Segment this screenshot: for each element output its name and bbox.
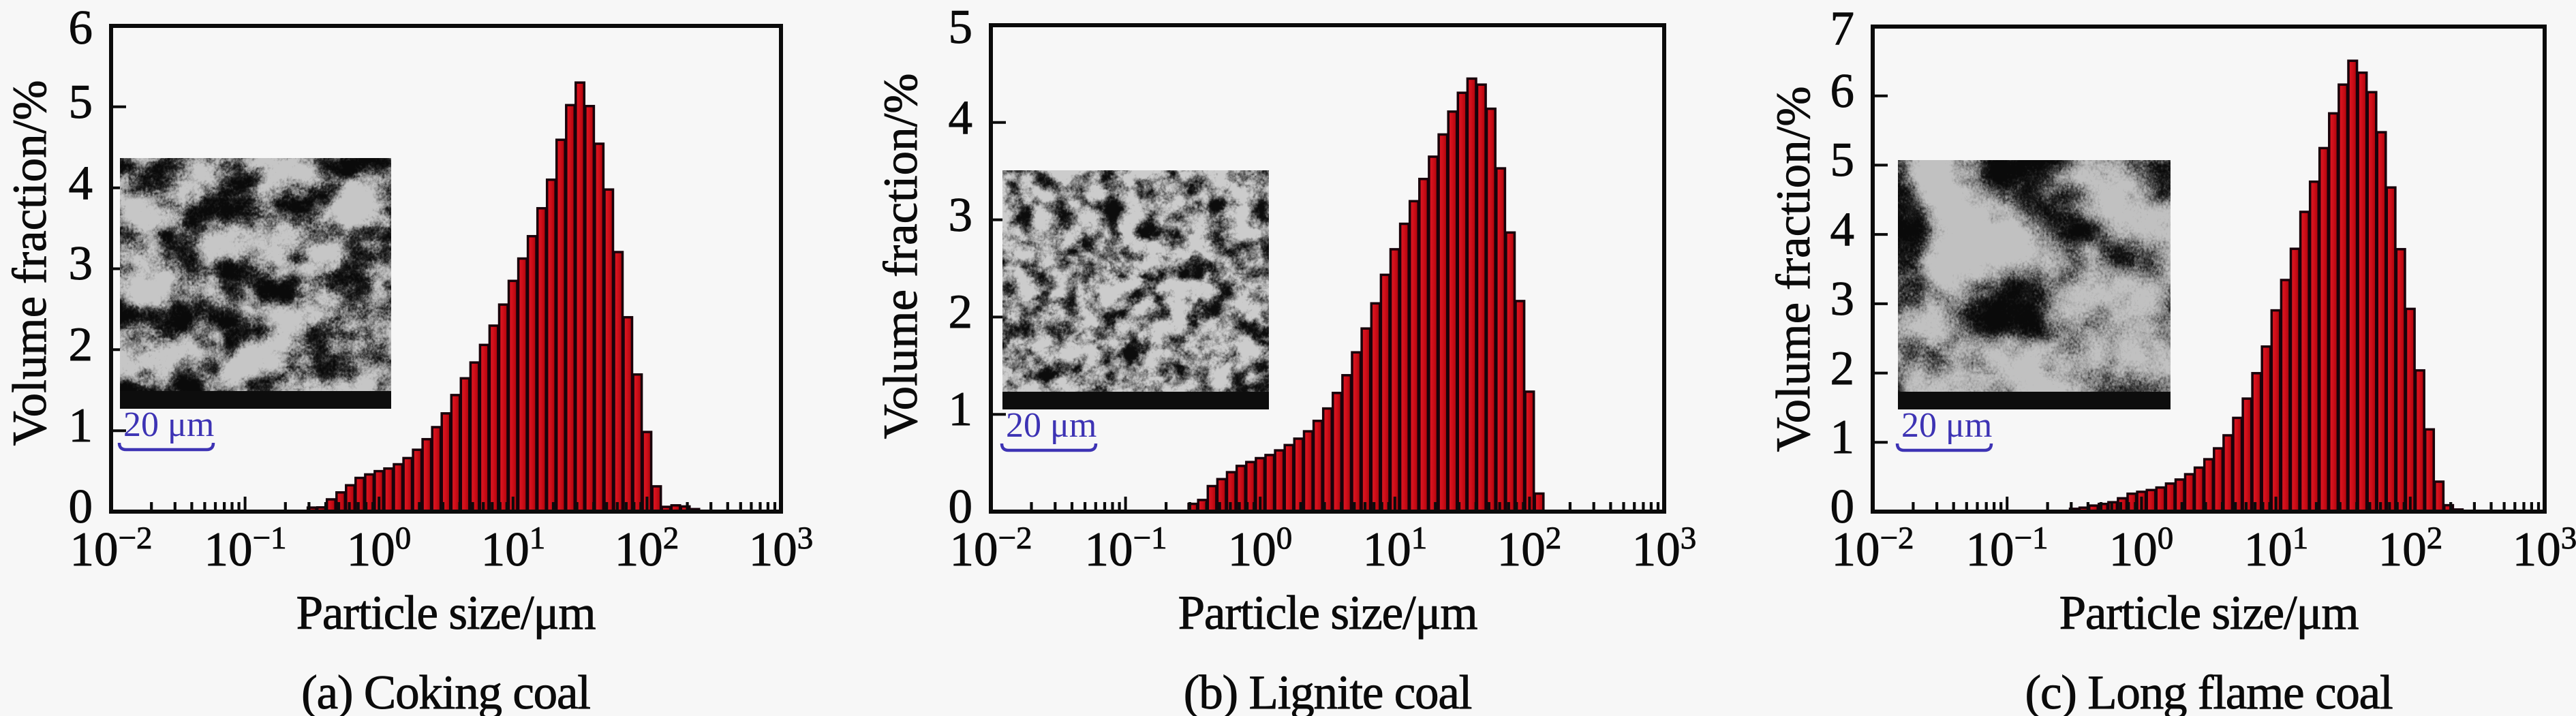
svg-text:3: 3 [1830, 273, 1855, 326]
svg-text:(b) Lignite coal: (b) Lignite coal [1184, 666, 1472, 716]
svg-text:4: 4 [69, 157, 93, 210]
svg-text:6: 6 [69, 1, 93, 55]
svg-text:(c) Long flame coal: (c) Long flame coal [2025, 666, 2393, 716]
svg-text:103: 103 [1632, 520, 1697, 576]
svg-text:0: 0 [949, 480, 973, 533]
svg-text:2: 2 [1830, 342, 1855, 395]
svg-text:100: 100 [2109, 520, 2174, 576]
svg-text:5: 5 [1830, 134, 1855, 187]
svg-text:2: 2 [69, 318, 93, 371]
svg-text:Volume fraction/%: Volume fraction/% [874, 74, 927, 439]
svg-text:Particle size/μm: Particle size/μm [296, 587, 596, 640]
svg-text:Volume fraction/%: Volume fraction/% [1767, 87, 1820, 452]
svg-text:6: 6 [1830, 65, 1855, 118]
svg-text:3: 3 [949, 189, 973, 242]
svg-text:0: 0 [1830, 480, 1855, 533]
svg-text:Volume fraction/%: Volume fraction/% [3, 80, 57, 446]
svg-text:101: 101 [2244, 520, 2309, 576]
svg-text:5: 5 [69, 76, 93, 129]
svg-text:0: 0 [69, 480, 93, 533]
svg-text:102: 102 [1497, 520, 1562, 576]
svg-text:1: 1 [69, 399, 93, 452]
svg-text:Particle size/μm: Particle size/μm [2059, 587, 2359, 640]
svg-text:(a) Coking coal: (a) Coking coal [301, 666, 590, 716]
svg-text:102: 102 [2378, 520, 2443, 576]
svg-text:20 μm: 20 μm [123, 405, 214, 444]
svg-text:5: 5 [949, 1, 973, 54]
svg-text:20 μm: 20 μm [1006, 406, 1097, 445]
svg-text:101: 101 [481, 520, 546, 576]
svg-text:7: 7 [1830, 2, 1855, 55]
svg-text:4: 4 [949, 91, 973, 144]
svg-text:10−1: 10−1 [204, 520, 286, 576]
svg-text:Particle size/μm: Particle size/μm [1178, 587, 1478, 640]
svg-text:2: 2 [949, 285, 973, 339]
svg-text:1: 1 [1830, 411, 1855, 464]
svg-text:10−1: 10−1 [1084, 520, 1167, 576]
svg-text:20 μm: 20 μm [1901, 406, 1992, 445]
svg-text:3: 3 [69, 237, 93, 290]
svg-text:4: 4 [1830, 203, 1855, 256]
svg-text:1: 1 [949, 383, 973, 436]
